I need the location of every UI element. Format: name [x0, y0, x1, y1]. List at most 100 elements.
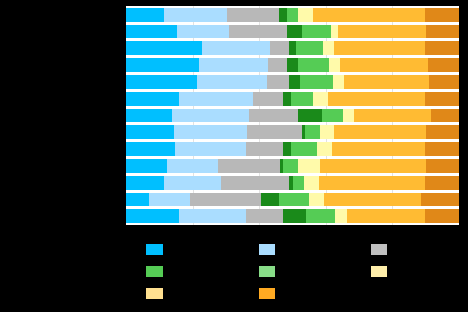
Bar — [126, 209, 179, 223]
Bar — [126, 58, 199, 72]
Bar — [179, 209, 246, 223]
Bar — [279, 8, 287, 22]
Bar — [296, 41, 323, 55]
Bar — [177, 25, 228, 38]
Bar — [298, 58, 329, 72]
Bar — [344, 75, 429, 89]
Bar — [126, 125, 174, 139]
Bar — [270, 41, 289, 55]
Bar — [323, 41, 334, 55]
Bar — [331, 25, 338, 38]
Bar — [283, 92, 291, 105]
Bar — [304, 176, 319, 189]
Bar — [126, 8, 164, 22]
Bar — [126, 193, 149, 206]
Bar — [306, 209, 336, 223]
Bar — [126, 25, 177, 38]
Bar — [174, 125, 247, 139]
Bar — [340, 58, 428, 72]
Bar — [249, 109, 298, 122]
Bar — [335, 125, 426, 139]
Bar — [149, 193, 190, 206]
Bar — [126, 142, 175, 156]
Bar — [279, 193, 309, 206]
Bar — [287, 25, 302, 38]
Bar — [320, 159, 426, 173]
Bar — [425, 92, 459, 105]
Bar — [431, 109, 459, 122]
Bar — [426, 125, 459, 139]
Bar — [424, 176, 459, 189]
Bar — [126, 75, 197, 89]
Bar — [324, 193, 421, 206]
Bar — [298, 109, 322, 122]
Bar — [172, 109, 249, 122]
Bar — [126, 41, 202, 55]
Bar — [289, 176, 292, 189]
Bar — [227, 8, 279, 22]
Bar — [426, 25, 459, 38]
Bar — [424, 41, 459, 55]
Bar — [429, 75, 459, 89]
Bar — [126, 159, 167, 173]
Bar — [302, 125, 305, 139]
Bar — [425, 8, 459, 22]
Bar — [175, 142, 246, 156]
Bar — [425, 209, 459, 223]
Bar — [320, 125, 335, 139]
Bar — [287, 8, 298, 22]
Bar — [426, 159, 459, 173]
Bar — [283, 142, 291, 156]
Bar — [336, 209, 347, 223]
Bar — [298, 8, 313, 22]
Bar — [268, 58, 287, 72]
Bar — [197, 75, 267, 89]
Bar — [164, 8, 227, 22]
Bar — [167, 159, 218, 173]
Bar — [305, 125, 320, 139]
Bar — [313, 92, 328, 105]
Bar — [347, 209, 425, 223]
Bar — [228, 25, 287, 38]
Bar — [302, 25, 331, 38]
Bar — [126, 176, 164, 189]
Bar — [425, 142, 459, 156]
Bar — [283, 209, 306, 223]
Bar — [246, 209, 283, 223]
Bar — [221, 176, 289, 189]
Bar — [218, 159, 280, 173]
Bar — [287, 58, 298, 72]
Bar — [343, 109, 354, 122]
Bar — [322, 109, 343, 122]
Bar — [313, 8, 425, 22]
Bar — [289, 75, 300, 89]
Bar — [179, 92, 253, 105]
Bar — [309, 193, 324, 206]
Bar — [199, 58, 268, 72]
Bar — [289, 41, 296, 55]
Bar — [300, 75, 333, 89]
Bar — [333, 75, 344, 89]
Bar — [280, 159, 283, 173]
Bar — [246, 142, 283, 156]
Bar — [421, 193, 459, 206]
Bar — [338, 25, 426, 38]
Bar — [253, 92, 283, 105]
Bar — [329, 58, 340, 72]
Bar — [354, 109, 431, 122]
Bar — [126, 92, 179, 105]
Bar — [164, 176, 221, 189]
Bar — [247, 125, 302, 139]
Bar — [428, 58, 459, 72]
Bar — [317, 142, 332, 156]
Bar — [298, 159, 320, 173]
Bar — [334, 41, 424, 55]
Bar — [267, 75, 289, 89]
Bar — [261, 193, 279, 206]
Bar — [292, 176, 304, 189]
Bar — [126, 109, 172, 122]
Bar — [283, 159, 298, 173]
Bar — [328, 92, 425, 105]
Bar — [190, 193, 261, 206]
Bar — [332, 142, 425, 156]
